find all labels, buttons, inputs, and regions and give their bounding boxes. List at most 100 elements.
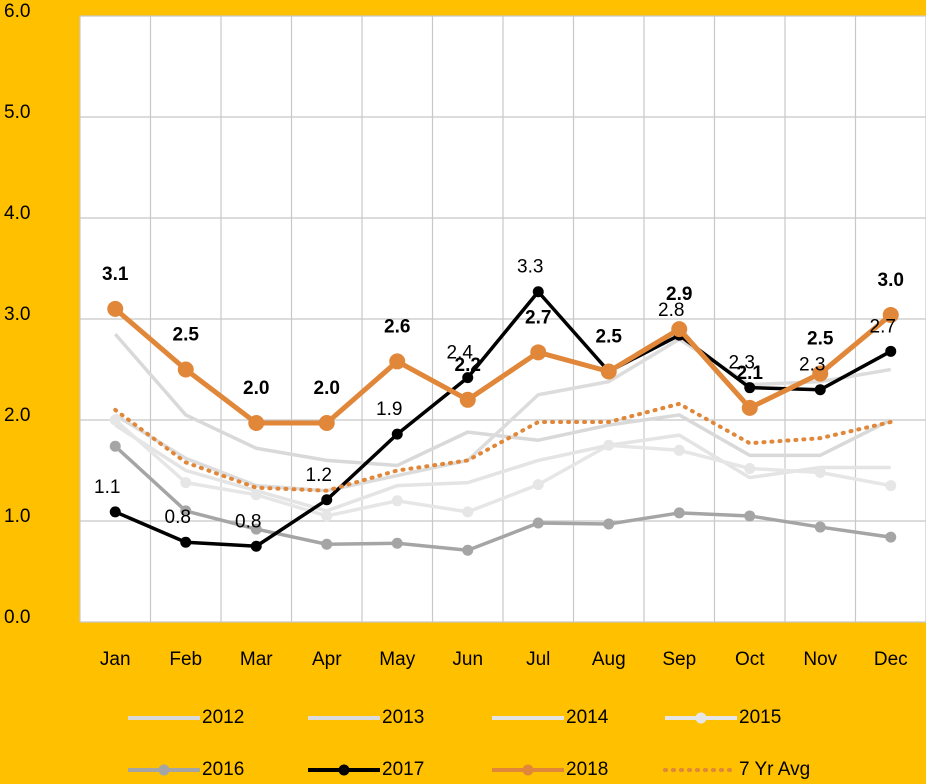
legend-marker (522, 764, 534, 776)
y-tick-label: 6.0 (4, 1, 30, 22)
legend-marker (158, 764, 170, 776)
marker (391, 537, 403, 549)
series-line (113, 332, 892, 468)
marker (532, 286, 544, 298)
marker (744, 510, 756, 522)
x-tick-label: May (379, 649, 415, 670)
marker (250, 523, 262, 535)
marker (532, 479, 544, 491)
marker (250, 540, 262, 552)
data-label: 2.7 (525, 307, 551, 328)
marker (391, 495, 403, 507)
marker (248, 415, 265, 432)
data-label: 2.5 (173, 325, 200, 346)
marker (180, 536, 192, 548)
marker (459, 391, 476, 408)
marker (250, 489, 262, 501)
data-label: 2.0 (243, 378, 269, 399)
marker (389, 353, 406, 370)
marker (673, 444, 685, 456)
legend-label: 7 Yr Avg (739, 759, 810, 780)
y-tick-label: 4.0 (4, 203, 30, 224)
data-label: 1.2 (306, 465, 332, 486)
x-tick-label: Oct (735, 649, 765, 670)
marker (603, 518, 615, 530)
legend-marker (695, 712, 707, 724)
legend-label: 2018 (566, 759, 608, 780)
marker (885, 480, 897, 492)
data-label: 2.6 (384, 316, 410, 337)
x-tick-label: Mar (240, 649, 273, 670)
marker (321, 538, 333, 550)
data-label: 3.3 (517, 257, 543, 278)
marker (673, 507, 685, 519)
marker (814, 384, 826, 396)
data-label: 2.4 (447, 343, 474, 364)
marker (321, 510, 333, 522)
data-label: 0.8 (235, 511, 261, 532)
data-label: 2.5 (807, 329, 834, 350)
y-tick-label: 3.0 (4, 304, 30, 325)
legend-label: 2017 (382, 759, 424, 780)
x-tick-label: Sep (662, 649, 696, 670)
data-label: 0.8 (165, 507, 191, 528)
legend-label: 2012 (202, 707, 244, 728)
legend-label: 2015 (739, 707, 781, 728)
data-label: 3.0 (878, 270, 904, 291)
x-tick-label: Feb (169, 649, 202, 670)
marker (814, 521, 826, 533)
x-tick-label: Jul (526, 649, 550, 670)
legend-marker (338, 764, 350, 776)
data-label: 2.7 (870, 316, 896, 337)
series-line (114, 418, 892, 518)
y-tick-label: 1.0 (4, 506, 30, 527)
y-tick-label: 5.0 (4, 102, 30, 123)
series-line (113, 401, 893, 493)
data-label: 2.2 (455, 355, 481, 376)
y-tick-label: 0.0 (4, 607, 30, 628)
marker (462, 372, 474, 384)
marker (321, 494, 333, 506)
series-line (114, 423, 891, 513)
y-tick-label: 2.0 (4, 405, 30, 426)
marker (530, 344, 547, 361)
marker (107, 300, 124, 317)
marker (391, 428, 403, 440)
x-tick-label: Jun (452, 649, 483, 670)
marker (814, 467, 826, 479)
data-label: 2.8 (658, 300, 684, 321)
marker (744, 382, 756, 394)
legend-label: 2016 (202, 759, 244, 780)
data-label: 2.3 (729, 353, 755, 374)
data-label: 2.9 (666, 284, 692, 305)
marker (812, 365, 829, 382)
marker (318, 415, 335, 432)
marker (603, 439, 615, 451)
data-label: 2.0 (314, 378, 340, 399)
marker (462, 544, 474, 556)
marker (109, 440, 121, 452)
x-tick-label: Nov (803, 649, 837, 670)
marker (882, 306, 899, 323)
marker (109, 414, 121, 426)
x-tick-label: Aug (592, 649, 626, 670)
data-label: 1.9 (376, 399, 402, 420)
x-tick-label: Jan (100, 649, 131, 670)
marker (532, 517, 544, 529)
marker (177, 361, 194, 378)
legend-label: 2014 (566, 707, 609, 728)
data-label: 1.1 (94, 477, 120, 498)
marker (180, 477, 192, 489)
marker (885, 531, 897, 543)
marker (885, 345, 897, 357)
data-label: 2.5 (596, 327, 623, 348)
data-label: 3.1 (102, 264, 129, 285)
marker (109, 506, 121, 518)
series-line (113, 307, 893, 426)
data-label: 2.1 (737, 363, 764, 384)
series-line (114, 444, 891, 553)
marker (744, 462, 756, 474)
data-label: 2.3 (799, 355, 825, 376)
series-line (114, 337, 892, 493)
